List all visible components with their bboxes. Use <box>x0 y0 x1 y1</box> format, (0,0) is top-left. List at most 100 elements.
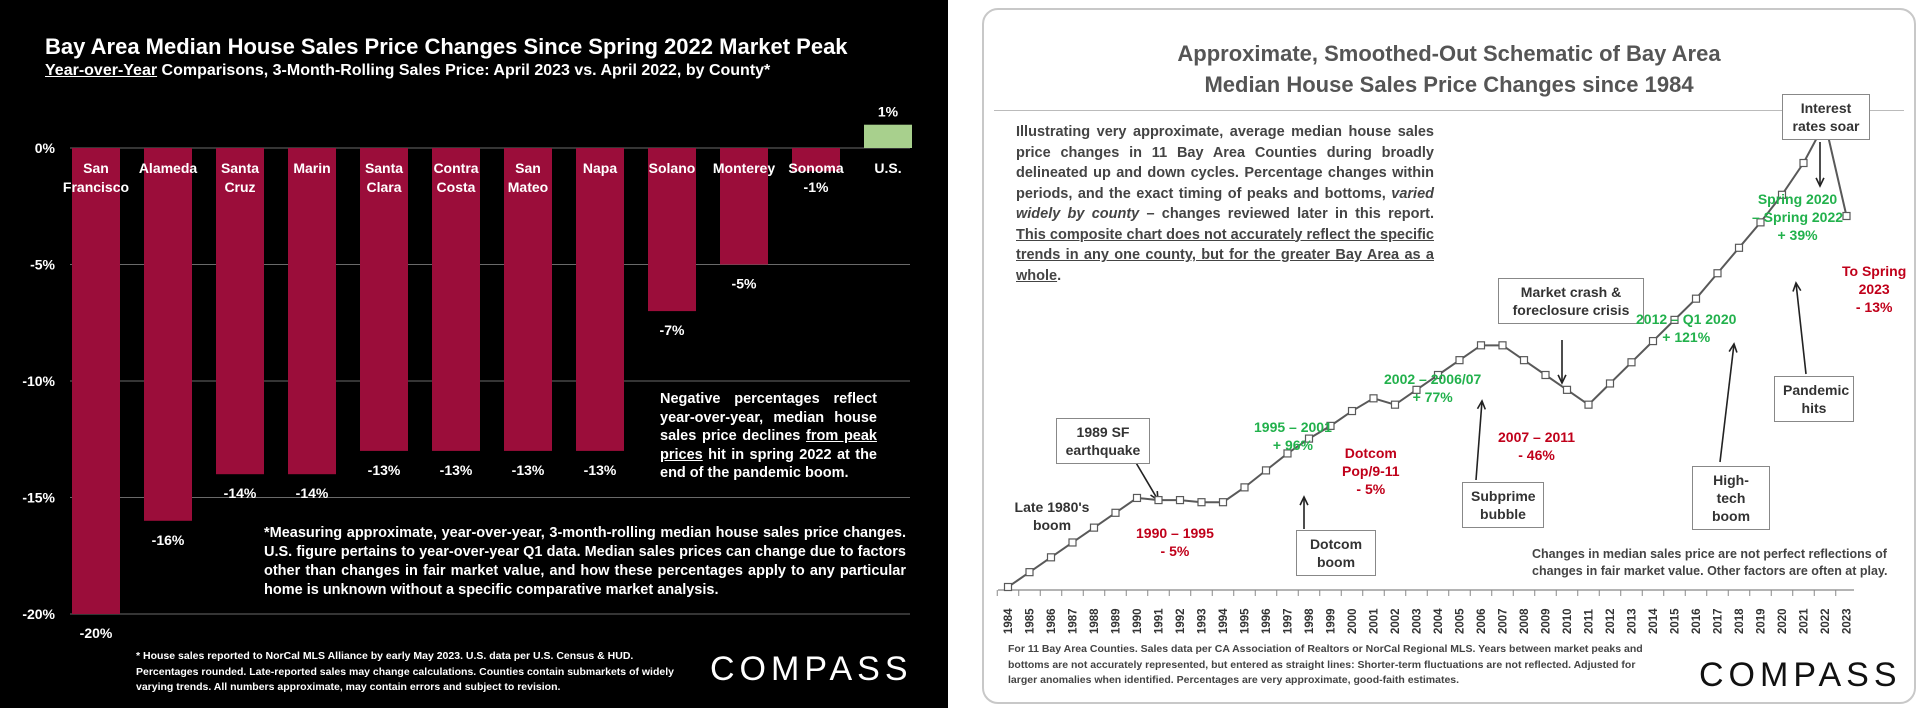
intro-b: – changes reviewed later in this report. <box>1139 206 1434 222</box>
data-point <box>1175 495 1185 505</box>
data-point <box>1562 385 1572 394</box>
arrow-head <box>1792 281 1802 292</box>
annotation-arrow <box>1719 343 1735 463</box>
data-point <box>1197 498 1206 507</box>
arrow-head <box>1299 495 1309 506</box>
data-point <box>1691 294 1701 303</box>
data-point <box>1433 370 1443 380</box>
x-tick-label: 2003 <box>1412 608 1424 634</box>
x-tick-label: 2023 <box>1842 608 1854 634</box>
x-tick-label: 1991 <box>1154 608 1166 634</box>
compass-logo-left: COMPASS <box>710 650 913 688</box>
category-label: Marin <box>293 160 330 176</box>
data-point <box>1605 379 1615 388</box>
intro-end: . <box>1057 267 1062 284</box>
value-label: -14% <box>224 485 257 501</box>
y-tick-label: 0% <box>35 140 56 156</box>
x-tick-label: 2012 <box>1605 608 1617 634</box>
x-tick-label: 2019 <box>1756 608 1768 634</box>
price-schematic-line-chart: 1984 1985 1986 1987 1988 1989 1990 1991 1992 1993… <box>996 118 1854 634</box>
bar <box>792 148 840 172</box>
value-label: -13% <box>584 462 617 478</box>
data-point <box>1627 358 1636 367</box>
x-tick-label: 2008 <box>1519 608 1531 634</box>
x-tick-label: 1984 <box>1003 608 1015 634</box>
intro-underlined: This composite chart does not accurately… <box>1016 226 1434 284</box>
x-tick-label: 2002 <box>1390 608 1402 634</box>
value-label: -5% <box>732 276 757 292</box>
data-point <box>1648 336 1658 346</box>
category-label: Clara <box>366 179 401 195</box>
x-tick-label: 2007 <box>1498 608 1510 634</box>
bar <box>144 148 192 521</box>
right-intro: Illustrating very approximate, average m… <box>1016 122 1434 286</box>
data-point <box>1068 538 1077 547</box>
annotation-arrow <box>1475 400 1483 481</box>
bar <box>504 148 552 451</box>
value-label: -13% <box>440 462 473 478</box>
category-label: Cruz <box>224 179 255 195</box>
data-point <box>1111 508 1120 517</box>
ann-2002-2007: 2002 – 2006/07 + 77% <box>1384 371 1482 405</box>
ann-to-spring-2023: To Spring 2023- 13% <box>1842 263 1907 315</box>
category-label: Sonoma <box>788 160 843 176</box>
data-point <box>1154 495 1163 505</box>
ann-interest-rates: Interest rates soar <box>1782 94 1870 140</box>
x-tick-label: 1990 <box>1132 608 1144 634</box>
data-point <box>1304 434 1314 443</box>
data-point <box>1326 421 1335 430</box>
bar <box>216 148 264 475</box>
data-point <box>1498 341 1507 350</box>
left-panel: 0% -5% -10% -15% -20% San Francisco -20% Alameda… <box>0 0 948 708</box>
x-tick-label: 2017 <box>1713 608 1725 634</box>
right-panel: 1984 1985 1986 1987 1988 1989 1990 1991 1992 1993… <box>982 8 1916 704</box>
arrow-head <box>1476 399 1487 410</box>
bar <box>648 148 696 312</box>
data-point <box>1089 523 1099 532</box>
ann-2020-2022: Spring 2020– Spring 2022 + 39% <box>1752 191 1844 243</box>
arrow-head <box>1557 374 1567 385</box>
ann-1990-1995: 1990 – 1995- 5% <box>1136 525 1214 559</box>
y-tick-label: -10% <box>22 373 55 389</box>
note-1-b: hit in spring 2022 at the end of the pan… <box>660 446 877 482</box>
category-label: Contra <box>433 160 478 176</box>
data-point <box>1455 356 1464 365</box>
data-point <box>1541 370 1550 380</box>
bar <box>864 124 912 148</box>
value-label: -14% <box>296 485 329 501</box>
x-tick-label: 2006 <box>1476 608 1488 634</box>
data-point <box>1412 385 1421 394</box>
ann-market-crash: Market crash & foreclosure crisis <box>1498 278 1644 324</box>
category-label: U.S. <box>874 160 901 176</box>
x-tick-label: 1996 <box>1261 608 1273 634</box>
value-label: 1% <box>878 104 899 120</box>
x-tick-label: 1994 <box>1218 608 1230 634</box>
category-label: Mateo <box>508 179 548 195</box>
right-title: Approximate, Smoothed-Out Schematic of B… <box>984 38 1914 100</box>
category-label: San <box>515 160 541 176</box>
data-point <box>1025 568 1034 577</box>
data-point <box>1218 498 1228 507</box>
data-point <box>1713 269 1722 278</box>
data-point <box>1670 315 1679 324</box>
value-label: -13% <box>368 462 401 478</box>
x-tick-label: 1999 <box>1326 608 1338 634</box>
left-title: Bay Area Median House Sales Price Change… <box>45 34 848 59</box>
x-tick-label: 2021 <box>1799 608 1811 634</box>
x-tick-label: 2014 <box>1648 608 1660 634</box>
bar <box>72 148 120 614</box>
x-tick-label: 2000 <box>1347 608 1359 634</box>
x-tick-label: 1989 <box>1111 608 1123 634</box>
left-subtitle-rest: Comparisons, 3-Month-Rolling Sales Price… <box>157 62 771 79</box>
y-tick-label: -20% <box>22 606 55 622</box>
category-label: Solano <box>649 160 696 176</box>
category-label: Alameda <box>139 160 198 176</box>
data-point <box>1476 341 1486 350</box>
x-tick-label: 2022 <box>1820 608 1832 634</box>
right-title-line1: Approximate, Smoothed-Out Schematic of B… <box>1177 41 1721 66</box>
arrow-head <box>1728 342 1738 353</box>
bar <box>576 148 624 451</box>
data-point <box>1842 211 1851 221</box>
data-point <box>1369 394 1378 403</box>
title-divider <box>994 110 1904 111</box>
